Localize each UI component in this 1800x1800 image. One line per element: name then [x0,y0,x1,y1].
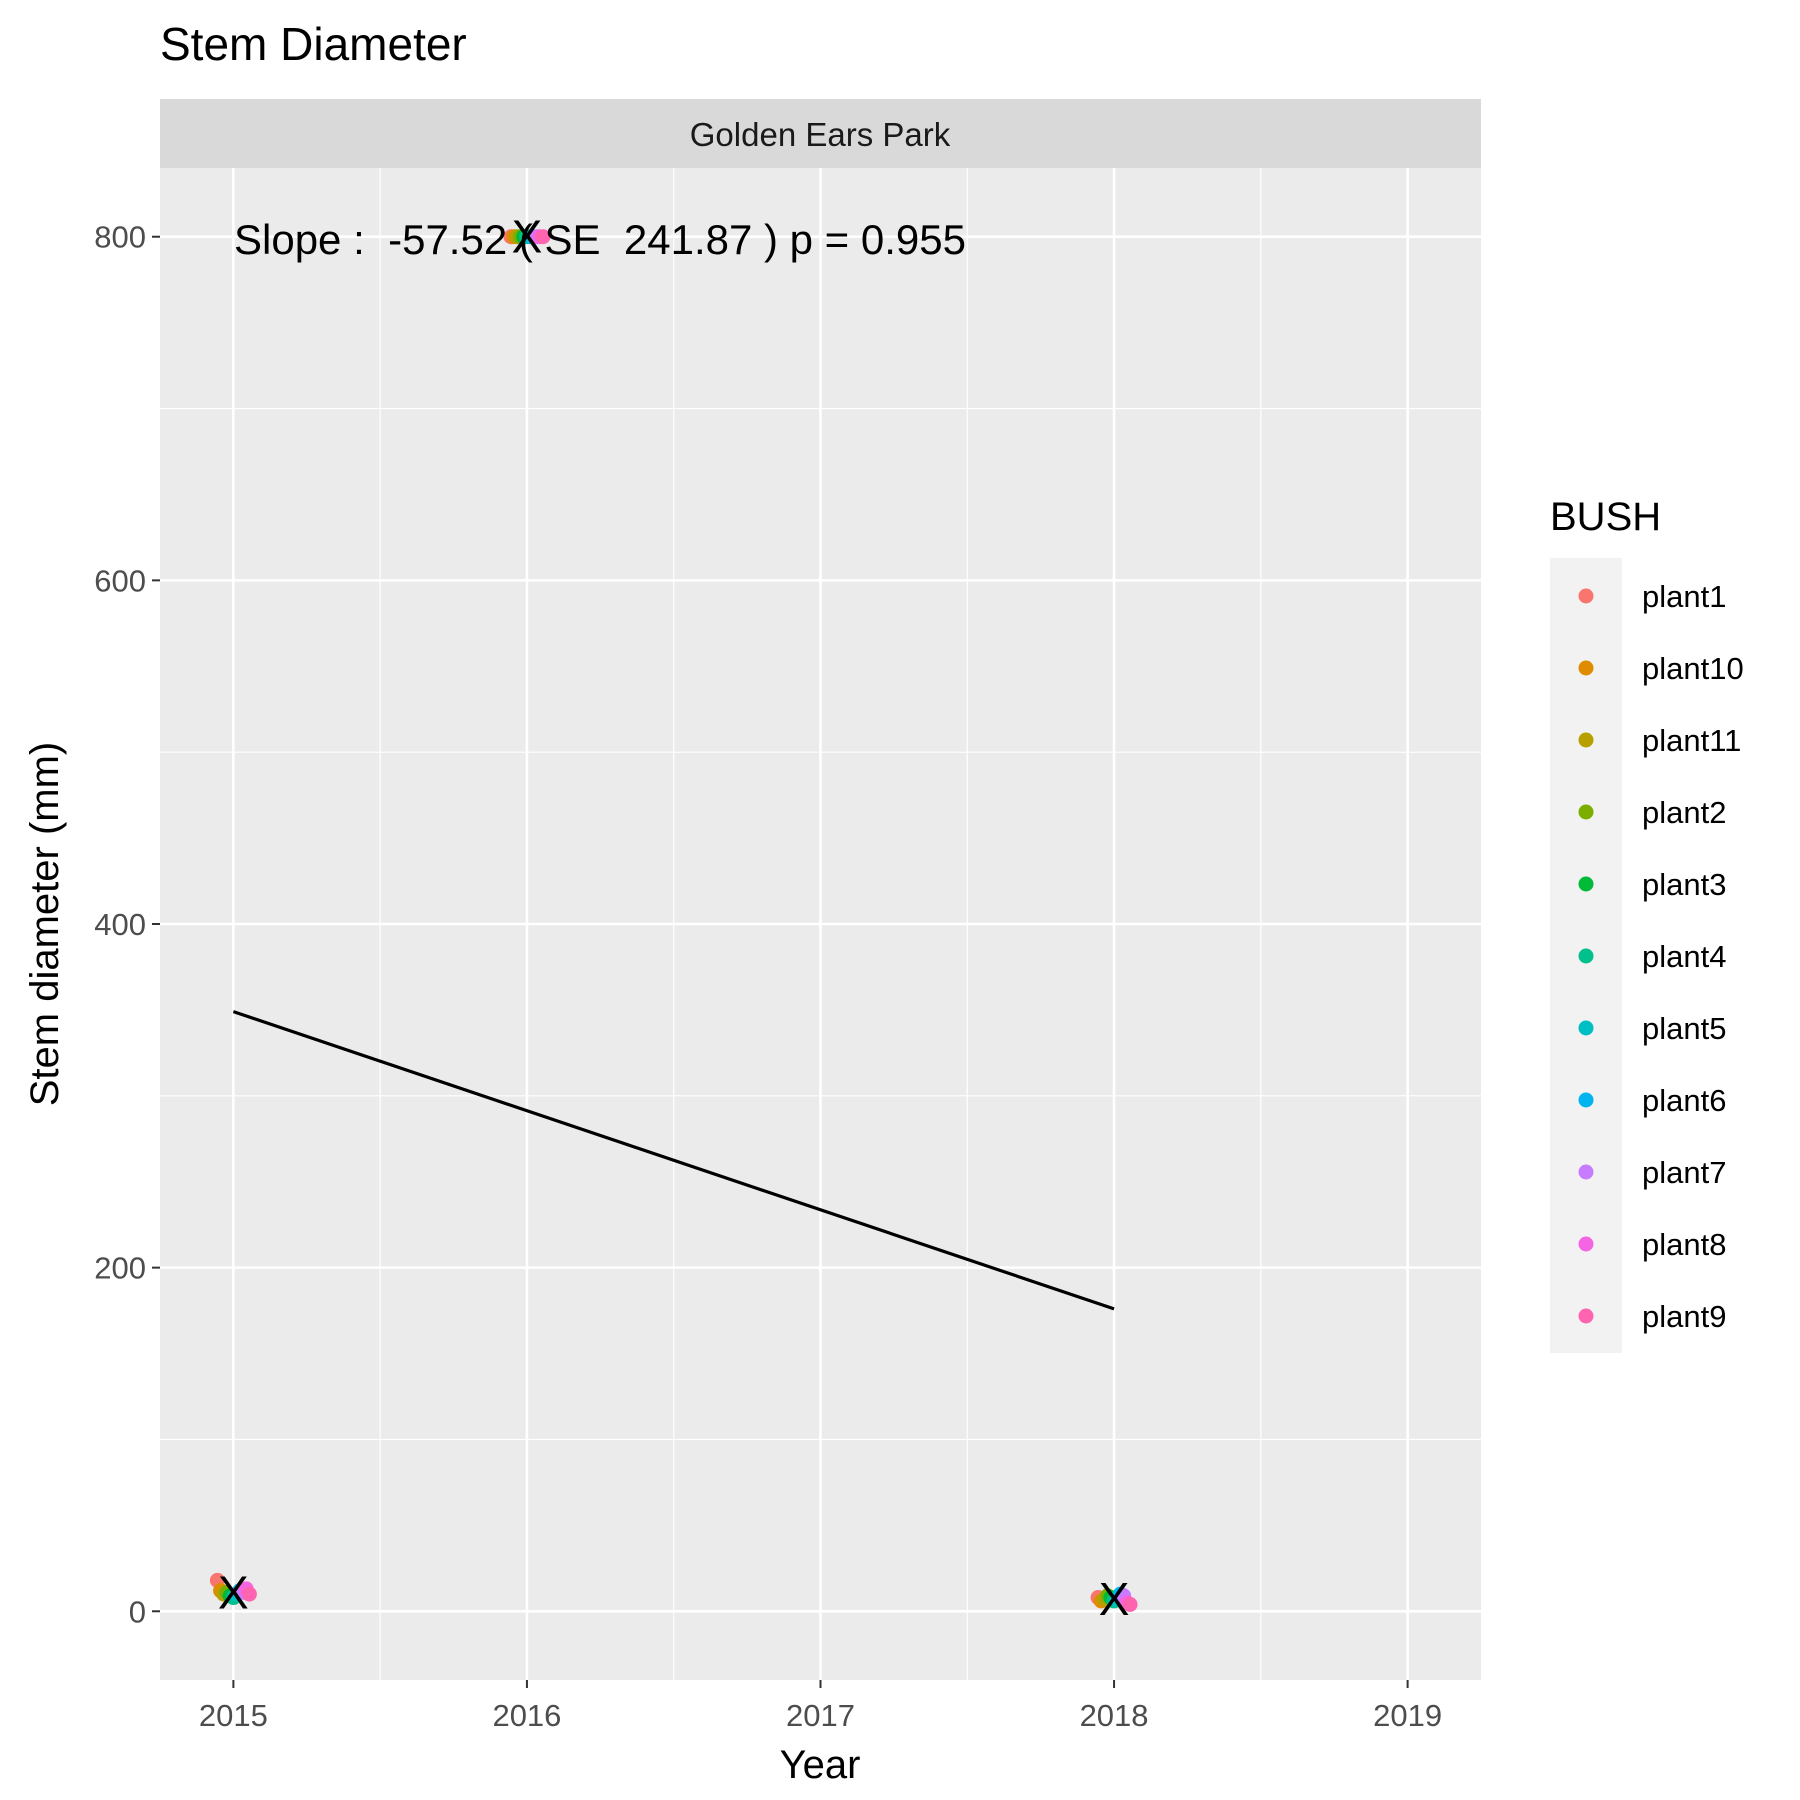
y-tick-label: 800 [94,220,146,255]
legend-key [1578,1236,1594,1252]
x-tick-label: 2017 [786,1698,855,1733]
legend-key [1578,876,1594,892]
data-point [1122,1596,1138,1612]
y-tick-label: 600 [94,563,146,598]
trend-line [232,1010,1115,1311]
legend-key [1578,1092,1594,1108]
y-tick-label: 0 [129,1594,146,1629]
legend-label: plant3 [1642,867,1726,902]
legend-key [1578,948,1594,964]
legend-label: plant5 [1642,1011,1726,1046]
gridlines [160,168,1481,1680]
legend-key [1578,660,1594,676]
legend-label: plant2 [1642,795,1726,830]
x-axis-title: Year [780,1743,861,1787]
legend-label: plant4 [1642,939,1726,974]
x-tick-label: 2015 [199,1698,268,1733]
legend-label: plant9 [1642,1299,1726,1334]
mean-markers: X X X [218,211,1129,1626]
legend-key [1578,1308,1594,1324]
legend-key [1578,804,1594,820]
slope-annotation: Slope : -57.52 ( SE 241.87 ) p = 0.955 [234,216,966,263]
y-axis-title: Stem diameter (mm) [23,742,67,1107]
mean-marker: X [1099,1573,1130,1625]
legend-key [1578,1164,1594,1180]
trend-line-group [232,1010,1115,1311]
legend-key [1578,588,1594,604]
x-tick-label: 2019 [1373,1698,1442,1733]
chart-title: Stem Diameter [160,18,467,70]
y-tick-label: 200 [94,1251,146,1286]
x-tick-label: 2016 [492,1698,561,1733]
x-tick-label: 2018 [1080,1698,1149,1733]
facet-label: Golden Ears Park [690,116,951,153]
mean-marker: X [512,211,543,263]
legend-label: plant1 [1642,579,1726,614]
legend: plant1 plant10 plant11 plant2 plant3 plant4 pl… [1578,579,1744,1334]
legend-label: plant8 [1642,1227,1726,1262]
y-tick-label: 400 [94,907,146,942]
legend-label: plant11 [1642,723,1741,758]
legend-title: BUSH [1550,495,1661,539]
legend-key [1578,732,1594,748]
data-point [241,1586,257,1602]
legend-label: plant6 [1642,1083,1726,1118]
mean-marker: X [218,1566,249,1618]
y-axis: 0 200 400 600 800 [94,220,160,1629]
x-axis: 2015 2016 2017 2018 2019 [199,1680,1442,1733]
legend-label: plant7 [1642,1155,1726,1190]
legend-label: plant10 [1642,651,1744,686]
data-points [209,229,1138,1612]
facet-strip [160,99,1481,168]
data-point [535,229,551,245]
legend-key [1578,1020,1594,1036]
